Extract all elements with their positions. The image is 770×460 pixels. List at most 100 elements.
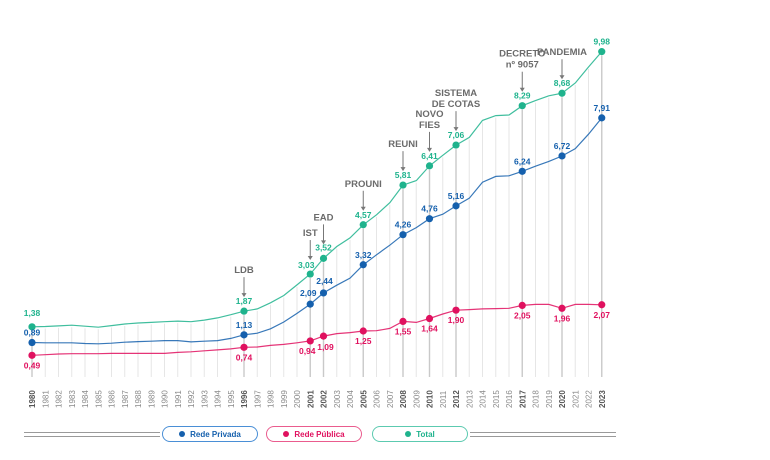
x-tick-label: 2020 (558, 390, 567, 408)
x-tick-label: 2011 (439, 390, 448, 408)
data-point (306, 300, 314, 308)
data-label: 6,72 (554, 141, 571, 151)
annotation-label: NOVO (416, 109, 444, 120)
x-tick-label: 2022 (585, 390, 594, 408)
legend-divider-left (24, 432, 160, 437)
data-label: 4,76 (421, 204, 438, 214)
data-point (598, 114, 606, 122)
x-tick-label: 1984 (81, 390, 90, 408)
x-tick-label: 1993 (200, 390, 209, 408)
data-label: 0,94 (299, 346, 316, 356)
legend-dot-icon (283, 431, 290, 437)
x-tick-label: 2023 (598, 390, 607, 408)
data-point (306, 270, 314, 278)
data-label: 5,16 (448, 191, 465, 201)
x-tick-label: 1986 (108, 390, 117, 408)
data-label: 9,98 (593, 37, 610, 47)
data-label: 8,29 (514, 91, 531, 101)
annotation-label: FIES (419, 120, 440, 131)
legend-item-total[interactable]: Total (372, 426, 468, 442)
data-point (359, 221, 367, 229)
annotation-label: PROUNI (345, 179, 382, 190)
x-tick-label: 1982 (55, 390, 64, 408)
data-point (306, 337, 314, 345)
legend: Rede Privada Rede Pública Total (0, 426, 620, 442)
data-point (452, 202, 460, 210)
data-point (319, 289, 328, 297)
annotation-ldb: LDB (234, 265, 254, 298)
annotation-label: LDB (234, 265, 254, 276)
arrow-down-icon (559, 75, 565, 80)
vertical-gridlines (31, 55, 603, 377)
arrow-down-icon (519, 87, 525, 92)
data-point (452, 141, 460, 149)
data-point (319, 254, 328, 262)
annotation-label: DECRETO (499, 49, 545, 60)
x-tick-label: 2012 (452, 390, 461, 408)
x-tick-label: 2013 (465, 390, 474, 408)
x-tick-label: 2019 (545, 390, 554, 408)
annotation-ist: IST (303, 228, 318, 261)
annotation-pandemia: PANDEMIA (537, 47, 587, 80)
data-label: 4,57 (355, 210, 372, 220)
data-point (319, 332, 328, 340)
annotation-label: nº 9057 (506, 60, 539, 71)
x-axis-ticks: 1980 1981 1982 1983 1984 1985 1986 1987 1988 1989… (28, 390, 607, 408)
data-label: 2,05 (514, 310, 531, 320)
x-tick-label: 2016 (505, 390, 514, 408)
data-label: 7,91 (593, 103, 610, 113)
legend-item-rede-privada[interactable]: Rede Privada (162, 426, 258, 442)
x-tick-label: 2004 (346, 390, 355, 408)
x-tick-label: 1994 (214, 390, 223, 408)
data-point (452, 306, 460, 314)
legend-divider-right (470, 432, 616, 437)
legend-label: Rede Privada (190, 429, 241, 439)
annotation-label: REUNI (388, 139, 418, 150)
data-label: 6,24 (514, 156, 531, 166)
data-point (518, 301, 526, 309)
data-label: 0,74 (236, 352, 253, 362)
x-tick-label: 2009 (412, 390, 421, 408)
x-tick-label: 1998 (267, 390, 276, 408)
data-label: 1,09 (317, 342, 334, 352)
arrow-down-icon (321, 240, 326, 245)
series-lines (31, 51, 603, 356)
x-tick-label: 1988 (134, 390, 143, 408)
data-label: 1,13 (236, 320, 253, 330)
annotation-ead: EAD (313, 212, 334, 245)
annotation-label: DE COTAS (432, 99, 480, 110)
x-tick-label: 1991 (174, 390, 183, 408)
data-point (240, 343, 248, 351)
annotation-label: EAD (313, 212, 333, 223)
data-point (425, 162, 434, 170)
annotation-reuni: REUNI (388, 139, 418, 172)
data-label: 0,89 (24, 328, 41, 338)
data-label: 3,52 (315, 242, 332, 252)
x-tick-label: 2005 (359, 390, 368, 408)
data-points (28, 48, 606, 359)
data-point (598, 48, 606, 56)
data-point (240, 307, 248, 315)
x-tick-label: 2010 (426, 390, 435, 408)
annotation-label: IST (303, 228, 318, 239)
arrow-down-icon (400, 167, 406, 172)
x-tick-label: 1989 (147, 390, 156, 408)
data-point (425, 314, 434, 323)
x-tick-label: 2000 (293, 390, 302, 408)
x-tick-label: 2002 (320, 390, 329, 408)
x-tick-label: 1992 (187, 390, 196, 408)
x-tick-label: 1990 (161, 390, 170, 408)
data-label: 6,41 (421, 151, 438, 161)
data-point (518, 102, 526, 110)
data-point (558, 152, 566, 160)
data-label: 1,90 (448, 315, 465, 325)
legend-item-rede-publica[interactable]: Rede Pública (266, 426, 362, 442)
data-label: 4,26 (395, 220, 412, 230)
x-tick-label: 2017 (518, 390, 527, 408)
arrow-down-icon (427, 147, 432, 152)
data-point (240, 331, 248, 339)
